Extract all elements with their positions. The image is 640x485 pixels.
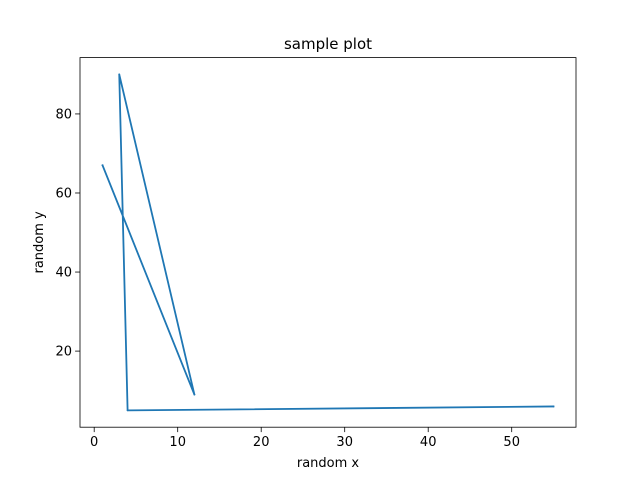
x-tick-label: 30 — [336, 435, 353, 450]
y-tick-label: 60 — [55, 186, 72, 201]
x-tick-label: 50 — [503, 435, 520, 450]
chart-title: sample plot — [284, 35, 372, 53]
series-layer — [101, 73, 555, 412]
data-point — [552, 405, 555, 408]
plot-frame — [79, 57, 577, 428]
y-tick-label: 20 — [55, 345, 72, 360]
data-point — [193, 393, 196, 396]
data-point — [126, 409, 129, 412]
y-axis-label: random y — [32, 211, 47, 274]
x-tick-label: 40 — [420, 435, 437, 450]
x-tick-label: 0 — [90, 435, 98, 450]
y-axis-ticks: 20 40 60 80 — [55, 107, 80, 360]
x-axis-label: random x — [297, 456, 360, 471]
y-tick-label: 40 — [55, 266, 72, 281]
y-tick-label: 80 — [55, 107, 72, 122]
x-tick-label: 20 — [253, 435, 270, 450]
data-point — [101, 164, 104, 167]
data-point — [118, 73, 121, 76]
x-tick-label: 10 — [169, 435, 186, 450]
plot-area — [80, 57, 576, 428]
x-axis-ticks: 0 10 20 30 40 50 — [90, 427, 520, 450]
